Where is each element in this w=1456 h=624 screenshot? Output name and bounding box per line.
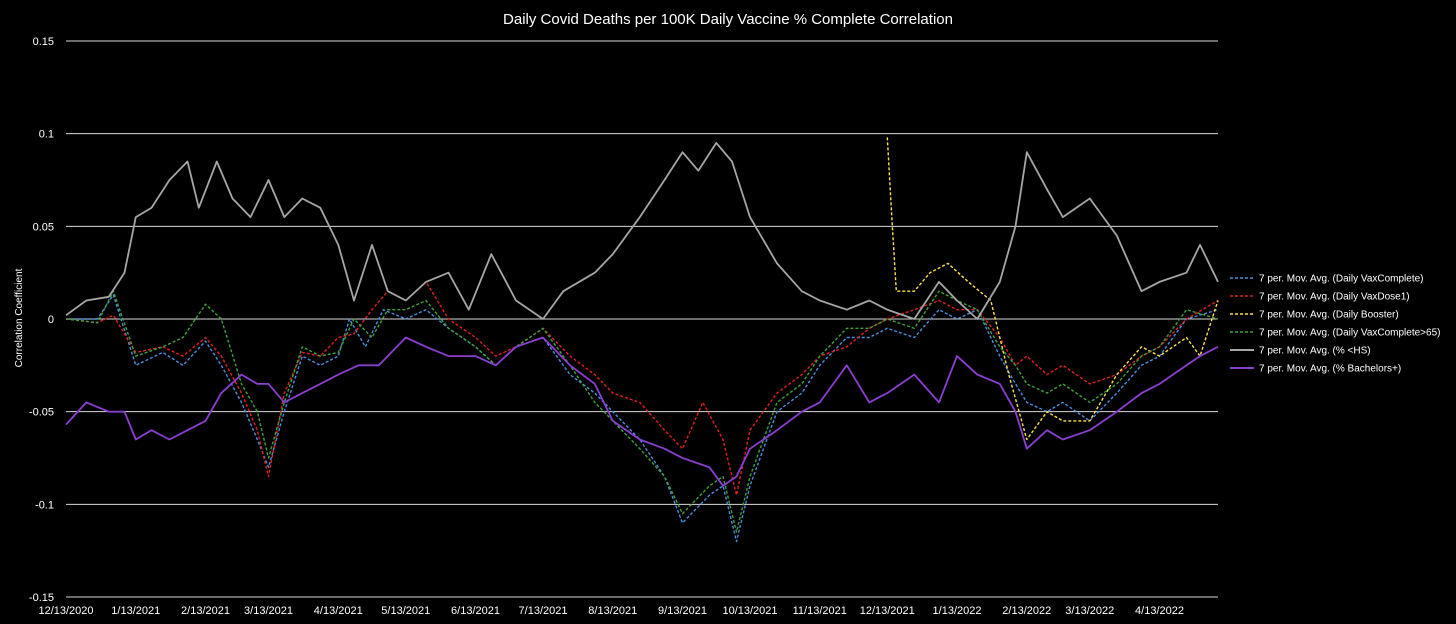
y-tick-label: -0.05 — [29, 407, 54, 419]
x-tick-label: 9/13/2021 — [658, 605, 707, 617]
series-line-6 — [65, 336, 1219, 487]
legend-label: 7 per. Mov. Avg. (% <HS) — [1259, 346, 1371, 357]
y-axis-ticks: 0.15 0.1 0.05 0 -0.05 -0.1 -0.15 — [29, 36, 54, 604]
y-tick-label: 0.1 — [39, 129, 54, 141]
legend-label: 7 per. Mov. Avg. (% Bachelors+) — [1259, 364, 1401, 375]
x-tick-label: 7/13/2021 — [519, 605, 568, 617]
x-tick-label: 1/13/2022 — [933, 605, 982, 617]
series-lines — [65, 137, 1219, 543]
grid-lines — [66, 40, 1218, 598]
legend: 7 per. Mov. Avg. (Daily VaxComplete) 7 pe… — [1230, 274, 1440, 375]
legend-label: 7 per. Mov. Avg. (Daily VaxComplete) — [1259, 274, 1424, 285]
chart-title: Daily Covid Deaths per 100K Daily Vaccin… — [503, 11, 953, 28]
x-tick-label: 6/13/2021 — [451, 605, 500, 617]
y-tick-label: -0.15 — [29, 592, 54, 604]
legend-label: 7 per. Mov. Avg. (Daily VaxComplete>65) — [1259, 328, 1440, 339]
x-axis-ticks: 12/13/2020 1/13/2021 2/13/2021 3/13/2021 4/1… — [38, 605, 1184, 617]
series-line-5 — [65, 142, 1219, 320]
series-line-1 — [66, 294, 1219, 543]
x-tick-label: 3/13/2021 — [244, 605, 293, 617]
legend-label: 7 per. Mov. Avg. (Daily VaxDose1) — [1259, 292, 1410, 303]
x-tick-label: 12/13/2021 — [860, 605, 915, 617]
series-line-3 — [886, 137, 1219, 441]
series-line-4 — [65, 290, 1219, 533]
x-tick-label: 4/13/2021 — [314, 605, 363, 617]
x-tick-label: 5/13/2021 — [381, 605, 430, 617]
legend-label: 7 per. Mov. Avg. (Daily Booster) — [1259, 310, 1399, 321]
x-tick-label: 3/13/2022 — [1065, 605, 1114, 617]
x-tick-label: 1/13/2021 — [111, 605, 160, 617]
x-tick-label: 10/13/2021 — [722, 605, 777, 617]
x-tick-label: 2/13/2022 — [1002, 605, 1051, 617]
y-tick-label: 0.05 — [33, 221, 54, 233]
y-tick-label: 0 — [48, 314, 54, 326]
y-tick-label: -0.1 — [35, 499, 54, 511]
x-tick-label: 2/13/2021 — [181, 605, 230, 617]
x-tick-label: 11/13/2021 — [793, 605, 847, 617]
x-tick-label: 4/13/2022 — [1135, 605, 1184, 617]
series-line-2 — [65, 281, 1219, 496]
y-axis-label: Correlation Coefficient — [14, 268, 25, 367]
x-tick-label: 12/13/2020 — [38, 605, 93, 617]
x-tick-label: 8/13/2021 — [588, 605, 637, 617]
y-tick-label: 0.15 — [33, 36, 54, 48]
